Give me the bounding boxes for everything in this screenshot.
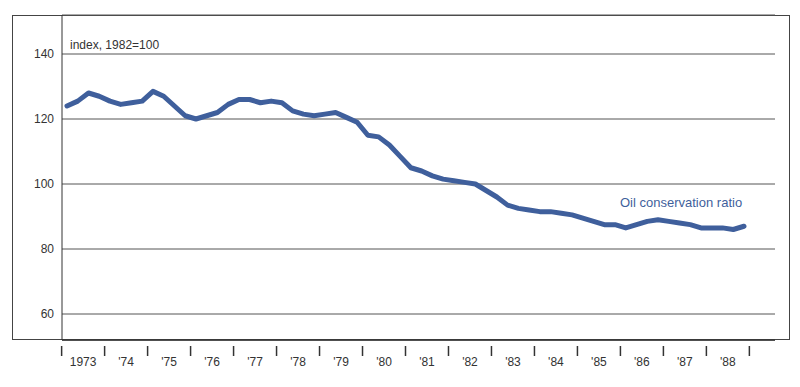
svg-text:'86: '86: [634, 355, 650, 369]
svg-text:'78: '78: [290, 355, 306, 369]
svg-text:'81: '81: [419, 355, 435, 369]
svg-text:120: 120: [34, 112, 54, 126]
svg-text:'88: '88: [720, 355, 736, 369]
svg-text:'76: '76: [204, 355, 220, 369]
svg-text:'82: '82: [462, 355, 478, 369]
svg-text:'85: '85: [591, 355, 607, 369]
svg-text:'80: '80: [376, 355, 392, 369]
svg-text:'84: '84: [548, 355, 564, 369]
svg-text:'74: '74: [118, 355, 134, 369]
svg-text:'77: '77: [247, 355, 263, 369]
svg-text:'83: '83: [505, 355, 521, 369]
svg-text:140: 140: [34, 47, 54, 61]
svg-text:'87: '87: [677, 355, 693, 369]
svg-text:'79: '79: [333, 355, 349, 369]
svg-text:60: 60: [41, 307, 55, 321]
svg-text:1973: 1973: [70, 355, 97, 369]
svg-text:'75: '75: [161, 355, 177, 369]
svg-text:100: 100: [34, 177, 54, 191]
html-text:index, 1982=100: index, 1982=100: [70, 38, 160, 52]
html-text:Oil conservation ratio: Oil conservation ratio: [620, 195, 743, 210]
svg-text:80: 80: [41, 242, 55, 256]
